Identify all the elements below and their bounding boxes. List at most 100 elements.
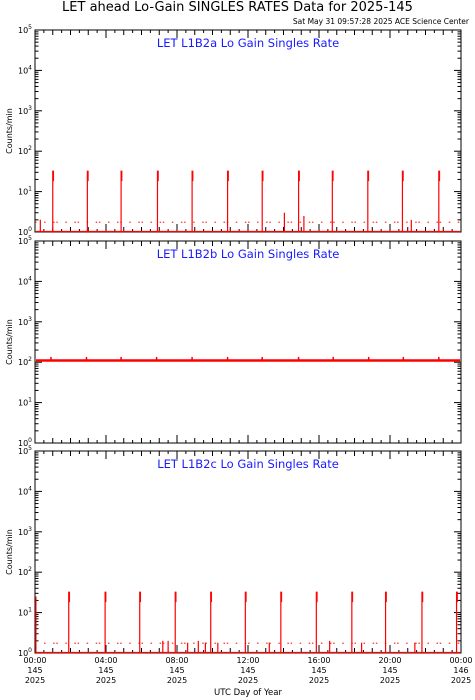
data-point (180, 642, 183, 644)
x-tick-label: 2025 (309, 676, 329, 685)
chart-main-title: LET ahead Lo-Gain SINGLES RATES Data for… (62, 0, 413, 15)
data-point (257, 221, 259, 223)
data-point (162, 221, 165, 223)
data-point (393, 221, 396, 223)
y-tick-label: 102 (18, 145, 32, 156)
data-point (397, 642, 399, 644)
data-point (363, 221, 366, 223)
data-point (141, 642, 143, 644)
data-point (427, 221, 429, 223)
data-point (35, 221, 37, 223)
data-point (375, 221, 378, 223)
data-point (202, 221, 204, 223)
data-point (342, 642, 344, 644)
x-tick-label: 145 (311, 666, 326, 675)
data-point (342, 221, 344, 223)
data-point (372, 642, 375, 644)
y-tick-label: 100 (18, 226, 32, 237)
data-point (415, 642, 417, 644)
data-point (351, 221, 353, 223)
data-point (278, 642, 280, 644)
data-point (56, 221, 58, 223)
y-tick-label: 101 (18, 397, 32, 408)
data-point (354, 221, 356, 223)
data-point (436, 221, 439, 223)
data-point (290, 642, 293, 644)
data-point (330, 221, 332, 223)
x-tick-label: 2025 (451, 676, 471, 685)
data-point (457, 221, 460, 223)
data-point (74, 221, 76, 223)
data-point (138, 642, 140, 644)
data-point (223, 221, 226, 223)
y-tick-label: 105 (18, 445, 32, 456)
data-point (333, 642, 335, 644)
plot-frame (34, 240, 462, 444)
data-point (129, 221, 131, 223)
x-tick-label: 12:00 (236, 656, 259, 665)
data-point (299, 642, 302, 644)
data-point (193, 642, 195, 644)
data-point (193, 221, 195, 223)
data-point (354, 642, 356, 644)
data-point (117, 221, 119, 223)
data-point (278, 221, 280, 223)
x-tick-label: 2025 (167, 676, 187, 685)
panel-title: LET L1B2b Lo Gain Singles Rate (157, 247, 340, 261)
data-point (95, 221, 98, 223)
y-axis-label: Counts/min (5, 108, 14, 154)
data-point (406, 642, 408, 644)
data-point (107, 221, 110, 223)
data-point (457, 642, 460, 644)
x-tick-label: 145 (27, 666, 42, 675)
x-tick-label: 2025 (238, 676, 258, 685)
data-point (287, 642, 289, 644)
y-tick-label: 103 (18, 526, 32, 537)
data-point (205, 642, 207, 644)
x-tick-label: 145 (240, 666, 255, 675)
x-tick-label: 08:00 (165, 656, 188, 665)
data-point (184, 221, 186, 223)
data-point (98, 642, 101, 644)
y-tick-label: 104 (18, 64, 32, 75)
x-tick-label: 04:00 (94, 656, 117, 665)
y-tick-label: 100 (18, 437, 32, 448)
data-point (171, 221, 174, 223)
data-point (202, 642, 204, 644)
data-point (397, 221, 399, 223)
y-tick-label: 101 (18, 607, 32, 618)
y-tick-label: 100 (18, 647, 32, 658)
y-tick-label: 105 (18, 24, 32, 35)
data-point (223, 642, 226, 644)
data-point (226, 642, 229, 644)
y-tick-label: 104 (18, 485, 32, 496)
data-point (171, 642, 174, 644)
data-point (418, 221, 420, 223)
panel-title: LET L1B2a Lo Gain Singles Rate (157, 36, 339, 50)
data-point (308, 642, 311, 644)
chart-panel-2: 100 101 102 103 104 105 Counts/min LET L1B2b Lo… (5, 235, 462, 448)
plot-frame (34, 450, 462, 654)
data-point (248, 642, 250, 644)
y-tick-label: 103 (18, 316, 32, 327)
data-point (287, 221, 289, 223)
data-point (384, 221, 387, 223)
data-point (257, 642, 259, 644)
data-point (150, 221, 153, 223)
data-point (65, 642, 67, 644)
data-point (159, 642, 162, 644)
data-point (415, 221, 417, 223)
data-point (77, 221, 80, 223)
data-point (320, 642, 323, 644)
data-point (311, 221, 314, 223)
data-point (214, 642, 216, 644)
y-tick-label: 105 (18, 235, 32, 246)
y-axis-label: Counts/min (5, 319, 14, 365)
data-point (180, 221, 183, 223)
data-point (150, 642, 153, 644)
y-tick-label: 103 (18, 105, 32, 116)
data-point (363, 642, 366, 644)
data-point (77, 642, 80, 644)
data-point (138, 221, 140, 223)
